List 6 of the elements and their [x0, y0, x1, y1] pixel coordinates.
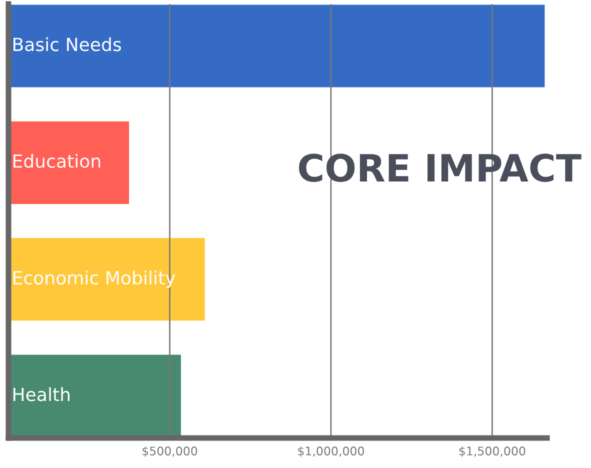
x-tick-label: $1,500,000 — [459, 446, 526, 458]
y-tick-label: Basic Needs — [14, 37, 121, 52]
x-tick-label: $500,000 — [142, 446, 198, 458]
y-tick-label: Health — [14, 387, 70, 402]
x-tick-label: $1,000,000 — [298, 446, 364, 458]
y-tick-label: Education — [14, 154, 100, 168]
